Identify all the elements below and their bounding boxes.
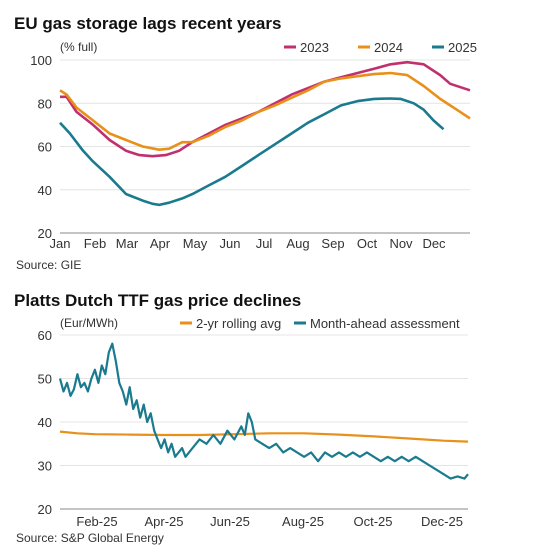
chart1-series-2024 (59, 71, 471, 151)
chart1-source: Source: GIE (16, 258, 82, 272)
chart1-legend-label: 2023 (300, 40, 329, 55)
chart1-xtick-label: Jan (50, 236, 71, 251)
chart1-xtick-label: Dec (422, 236, 446, 251)
chart1-xtick-label: Oct (357, 236, 378, 251)
chart2-xtick-label: Dec-25 (421, 514, 463, 529)
chart1-legend-label: 2025 (448, 40, 477, 55)
chart2-xtick-label: Oct-25 (353, 514, 392, 529)
chart1-legend-label: 2024 (374, 40, 403, 55)
chart2-xtick-label: Aug-25 (282, 514, 324, 529)
chart1-xtick-label: Mar (116, 236, 139, 251)
chart2-ytick-label: 50 (38, 372, 52, 387)
chart1-ylabel: (% full) (60, 40, 97, 54)
chart2-ytick-label: 60 (38, 328, 52, 343)
chart1-xtick-label: Aug (286, 236, 309, 251)
chart1-xtick-label: Jul (256, 236, 273, 251)
chart1-title: EU gas storage lags recent years (14, 14, 282, 33)
chart1-ytick-label: 100 (30, 53, 52, 68)
chart1-xtick-label: Nov (389, 236, 413, 251)
chart2-legend-label: 2-yr rolling avg (196, 316, 281, 331)
chart1-xtick-label: Jun (220, 236, 241, 251)
chart1-ytick-label: 80 (38, 96, 52, 111)
chart2-xtick-label: Jun-25 (210, 514, 250, 529)
chart2-ytick-label: 30 (38, 459, 52, 474)
chart1-ytick-label: 60 (38, 140, 52, 155)
chart1-xtick-label: Sep (321, 236, 344, 251)
chart1-plot: (% full) 20 40 60 80 100 Jan Feb Mar Apr May Jun Jul… (30, 40, 477, 251)
chart2-ytick-label: 20 (38, 502, 52, 517)
chart2-xtick-label: Apr-25 (144, 514, 183, 529)
chart1-xtick-label: Apr (150, 236, 171, 251)
chart2-ytick-label: 40 (38, 415, 52, 430)
chart2-plot: (Eur/MWh) 20 30 40 50 60 Feb-25 Apr-25 Jun-25 Aug… (38, 316, 469, 529)
chart2-xtick-label: Feb-25 (76, 514, 117, 529)
chart2-ylabel: (Eur/MWh) (60, 316, 118, 330)
chart1-series-2025 (59, 97, 445, 207)
chart2-source: Source: S&P Global Energy (16, 531, 164, 545)
chart2-legend-label: Month-ahead assessment (310, 316, 460, 331)
chart1-ytick-label: 40 (38, 183, 52, 198)
chart2-series-2-yr-rolling-avg (59, 430, 469, 443)
chart1-xtick-label: Feb (84, 236, 106, 251)
chart2-title: Platts Dutch TTF gas price declines (14, 291, 302, 310)
chart1-ytick-label: 20 (38, 226, 52, 241)
chart2-series-month-ahead-assessment (58, 342, 469, 480)
chart1-xtick-label: May (183, 236, 208, 251)
